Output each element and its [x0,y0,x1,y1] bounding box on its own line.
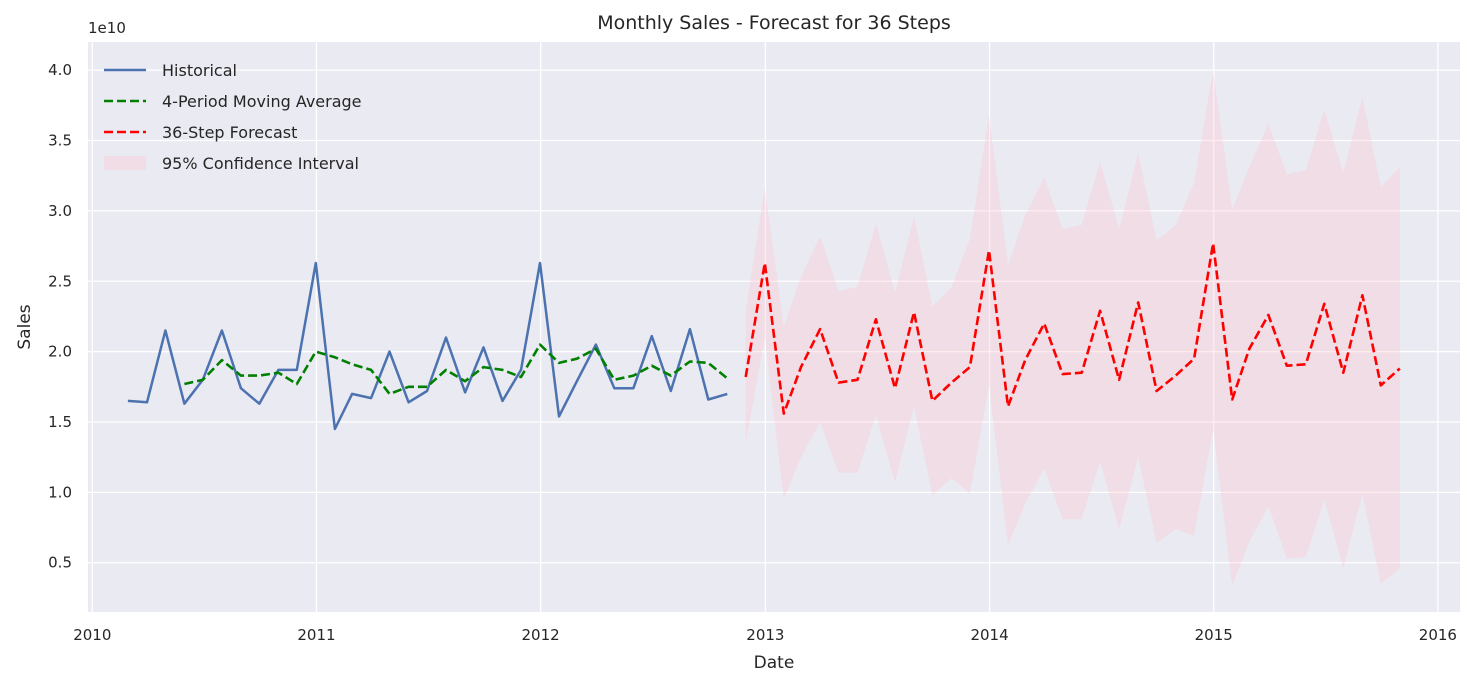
legend-label-moving-average: 4-Period Moving Average [162,92,362,111]
x-tick-label: 2011 [297,626,335,644]
y-tick-label: 1.5 [48,413,72,431]
x-tick-label: 2016 [1419,626,1457,644]
y-tick-label: 2.5 [48,272,72,290]
y-tick-label: 4.0 [48,61,72,79]
y-tick-label: 3.5 [48,132,72,150]
legend: Historical 4-Period Moving Average 36-St… [104,61,362,173]
y-tick-label: 3.0 [48,202,72,220]
x-axis-label: Date [754,653,795,673]
legend-label-historical: Historical [162,61,237,80]
confidence-interval-band [745,70,1400,586]
legend-label-confidence-interval: 95% Confidence Interval [162,154,359,173]
historical-line [127,261,728,431]
series-layer [127,242,1401,431]
y-tick-label: 0.5 [48,554,72,572]
x-tick-label: 2012 [522,626,560,644]
y-axis-label: Sales [15,304,35,349]
grid-lines [88,42,1460,612]
y-tick-label: 2.0 [48,343,72,361]
moving-average-line [184,343,729,396]
y-tick-labels: 0.5 1.0 1.5 2.0 2.5 3.0 3.5 4.0 [48,61,72,572]
legend-label-forecast: 36-Step Forecast [162,123,297,142]
x-tick-label: 2013 [746,626,784,644]
chart-title: Monthly Sales - Forecast for 36 Steps [597,12,951,34]
x-tick-labels: 2010 2011 2012 2013 2014 2015 2016 [73,626,1457,644]
y-tick-label: 1.0 [48,483,72,501]
x-tick-label: 2015 [1195,626,1233,644]
legend-swatch-confidence-interval [104,156,146,170]
x-tick-label: 2014 [970,626,1008,644]
confidence-band-layer [745,70,1400,586]
y-offset-label: 1e10 [88,19,126,37]
x-tick-label: 2010 [73,626,111,644]
forecast-line [744,242,1401,415]
